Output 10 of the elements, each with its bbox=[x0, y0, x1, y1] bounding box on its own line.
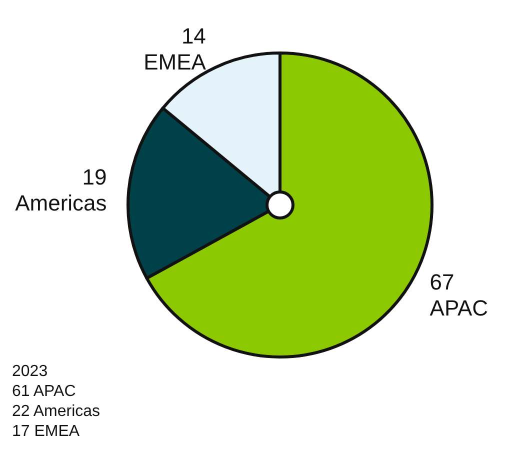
text: 61 APAC bbox=[12, 383, 76, 400]
text: 22 Americas bbox=[12, 403, 100, 420]
text: 2023 bbox=[12, 363, 48, 380]
slice-label: Americas bbox=[15, 190, 107, 216]
data-label: 19 bbox=[82, 164, 107, 190]
slice-label: EMEA bbox=[144, 50, 206, 75]
data-label: 67 bbox=[430, 270, 454, 295]
text: 17 EMEA bbox=[12, 423, 80, 440]
data-label: 14 bbox=[181, 24, 206, 49]
slice-label: APAC bbox=[430, 296, 488, 321]
